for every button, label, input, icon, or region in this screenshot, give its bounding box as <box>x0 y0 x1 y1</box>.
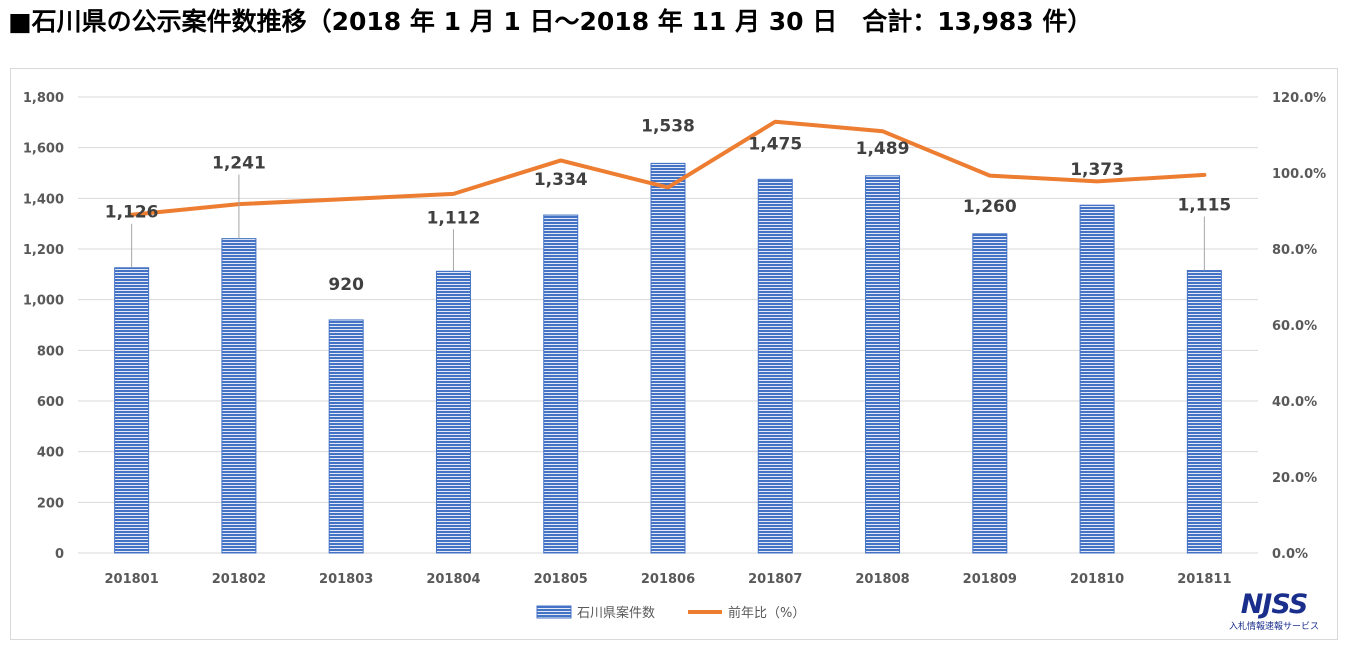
y-right-tick-label: 0.0% <box>1272 547 1308 562</box>
right-axis: 0.0% 20.0% 40.0% 60.0% 80.0% 100.0% 120.0% <box>1272 91 1326 562</box>
x-axis: 201801 201802 201803 201804 201805 201806 2018… <box>104 572 1231 587</box>
x-tick-label: 201810 <box>1070 572 1124 587</box>
y-left-tick-label: 200 <box>37 496 64 511</box>
bar-data-label: 1,475 <box>748 134 802 154</box>
y-left-tick-label: 1,400 <box>23 192 64 207</box>
y-right-tick-label: 60.0% <box>1272 319 1317 334</box>
njss-logo: NJSS 入札情報速報サービス <box>1222 590 1326 634</box>
x-tick-label: 201803 <box>319 572 373 587</box>
bar <box>1079 204 1115 554</box>
bar-data-label: 1,373 <box>1070 160 1124 180</box>
y-right-tick-label: 40.0% <box>1272 395 1317 410</box>
bar <box>328 319 364 554</box>
y-right-tick-label: 80.0% <box>1272 243 1317 258</box>
y-left-tick-label: 1,200 <box>23 243 64 258</box>
bar-data-label: 920 <box>328 275 364 295</box>
gridlines <box>78 96 1258 554</box>
x-tick-label: 201808 <box>855 572 909 587</box>
bar <box>543 214 579 554</box>
logo-main-text: NJSS <box>1240 589 1309 620</box>
bar <box>865 175 901 554</box>
bar <box>650 162 686 554</box>
x-tick-label: 201804 <box>426 572 480 587</box>
y-left-tick-label: 0 <box>55 547 64 562</box>
y-left-tick-label: 1,800 <box>23 91 64 106</box>
bar <box>1186 270 1222 554</box>
bar <box>435 270 471 554</box>
line-series-path <box>129 119 1207 217</box>
x-tick-label: 201807 <box>748 572 802 587</box>
bar-data-label: 1,112 <box>427 208 481 228</box>
y-right-tick-label: 100.0% <box>1272 167 1326 182</box>
bar <box>757 178 793 554</box>
legend-line-label: 前年比（%） <box>728 605 805 621</box>
y-left-tick-label: 600 <box>37 395 64 410</box>
bar-data-label: 1,334 <box>534 170 588 190</box>
bar <box>972 233 1008 554</box>
bar-data-label: 1,115 <box>1177 196 1231 216</box>
bar <box>114 267 150 554</box>
y-left-tick-label: 1,000 <box>23 294 64 309</box>
bar-data-label: 1,241 <box>212 154 266 174</box>
bar <box>221 238 257 554</box>
bar-data-label: 1,489 <box>856 139 910 159</box>
logo-sub-text: 入札情報速報サービス <box>1228 622 1319 632</box>
bar-data-label: 1,260 <box>963 197 1017 217</box>
y-left-tick-label: 400 <box>37 446 64 461</box>
chart-frame <box>10 68 1338 640</box>
y-right-tick-label: 20.0% <box>1272 471 1317 486</box>
bar-data-label: 1,538 <box>641 116 695 136</box>
y-left-tick-label: 800 <box>37 344 64 359</box>
x-tick-label: 201802 <box>212 572 266 587</box>
legend-bar-label: 石川県案件数 <box>577 606 655 621</box>
x-tick-label: 201806 <box>641 572 695 587</box>
x-tick-label: 201811 <box>1177 572 1231 587</box>
legend-bar-swatch <box>536 605 572 619</box>
x-tick-label: 201809 <box>963 572 1017 587</box>
x-tick-label: 201805 <box>534 572 588 587</box>
y-right-tick-label: 120.0% <box>1272 91 1326 106</box>
page-title: ■石川県の公示案件数推移（2018 年 1 月 1 日～2018 年 11 月 … <box>8 7 1093 36</box>
bar-series <box>114 162 1222 554</box>
left-axis: 0 200 400 600 800 1,000 1,200 1,400 1,600 1,800 <box>23 91 64 562</box>
legend: 石川県案件数 前年比（%） <box>536 605 805 621</box>
y-left-tick-label: 1,600 <box>23 142 64 157</box>
data-labels: 1,126 1,241 920 1,112 1,334 1,538 1,475 1,489 1,… <box>105 116 1232 295</box>
x-tick-label: 201801 <box>104 572 158 587</box>
bar-data-label: 1,126 <box>105 203 159 223</box>
